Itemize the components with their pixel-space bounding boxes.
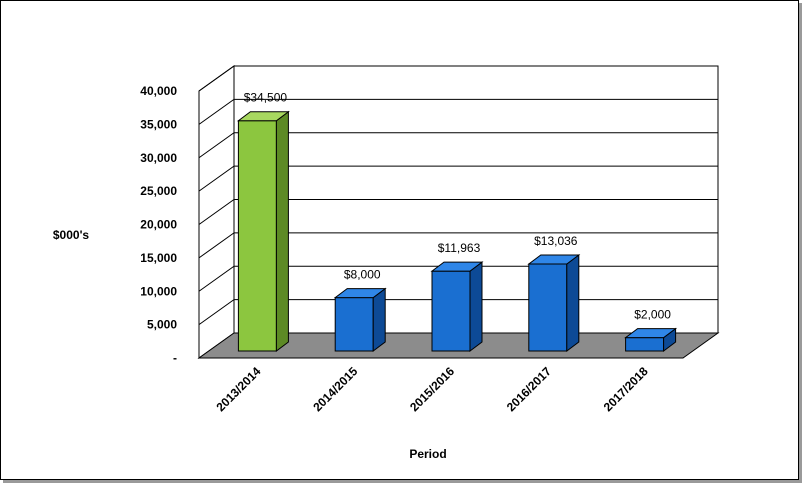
- data-label: $11,963: [438, 241, 481, 255]
- bars: [236, 110, 678, 352]
- gridline: [198, 132, 718, 159]
- data-label: $34,500: [244, 91, 288, 105]
- y-tick-label: 20,000: [140, 218, 177, 232]
- bar-side: [566, 253, 580, 352]
- data-label: $13,036: [534, 234, 578, 248]
- bar-top: [430, 261, 484, 272]
- bar-top: [527, 254, 581, 265]
- bar: [527, 253, 581, 352]
- y-tick-label: 25,000: [140, 184, 177, 198]
- x-tick-label: 2017/2018: [601, 364, 651, 414]
- bar-front: [237, 120, 277, 352]
- bar-top: [236, 111, 290, 122]
- y-axis-title: $000's: [53, 228, 90, 242]
- bar-front: [431, 270, 471, 352]
- y-tick-label: 15,000: [140, 251, 177, 265]
- gridline: [198, 65, 718, 92]
- gridline: [198, 98, 718, 125]
- bar: [624, 327, 678, 352]
- x-tick-label: 2014/2015: [310, 364, 360, 414]
- bar-side: [372, 287, 386, 352]
- bar-front: [528, 263, 568, 352]
- x-tick-label: 2013/2014: [214, 364, 264, 414]
- data-label: $8,000: [344, 268, 381, 282]
- bar: [236, 110, 290, 352]
- bar-side: [275, 110, 289, 352]
- y-tick-label: 40,000: [140, 84, 177, 98]
- bar: [333, 287, 387, 352]
- gridline: [198, 199, 718, 225]
- x-tick-label: 2016/2017: [504, 364, 554, 414]
- y-tick-label: 35,000: [140, 117, 177, 131]
- y-tick-label: -: [173, 351, 177, 365]
- x-axis-tick-labels: 2013/2014 2014/2015 2015/2016 2016/2017 2017…: [214, 364, 651, 414]
- bar: [430, 261, 484, 352]
- bar-front: [625, 337, 665, 352]
- y-axis-tick-labels: - 5,000 10,000 15,000 20,000 25,000 30,000 35,0…: [140, 84, 177, 365]
- gridlines: [198, 65, 718, 326]
- data-label: $2,000: [634, 308, 671, 322]
- x-tick-label: 2015/2016: [407, 364, 457, 414]
- gridline: [198, 232, 718, 259]
- y-tick-label: 30,000: [140, 151, 177, 165]
- y-tick-label: 5,000: [147, 318, 177, 332]
- gridline: [198, 165, 718, 192]
- bar-side: [469, 261, 483, 352]
- y-tick-label: 10,000: [140, 284, 177, 298]
- data-labels: $34,500 $8,000 $11,963 $13,036 $2,000: [244, 91, 672, 322]
- bar-top: [624, 328, 678, 339]
- bar-top: [333, 288, 387, 299]
- bar-front: [334, 297, 374, 352]
- x-axis-title: Period: [409, 447, 446, 461]
